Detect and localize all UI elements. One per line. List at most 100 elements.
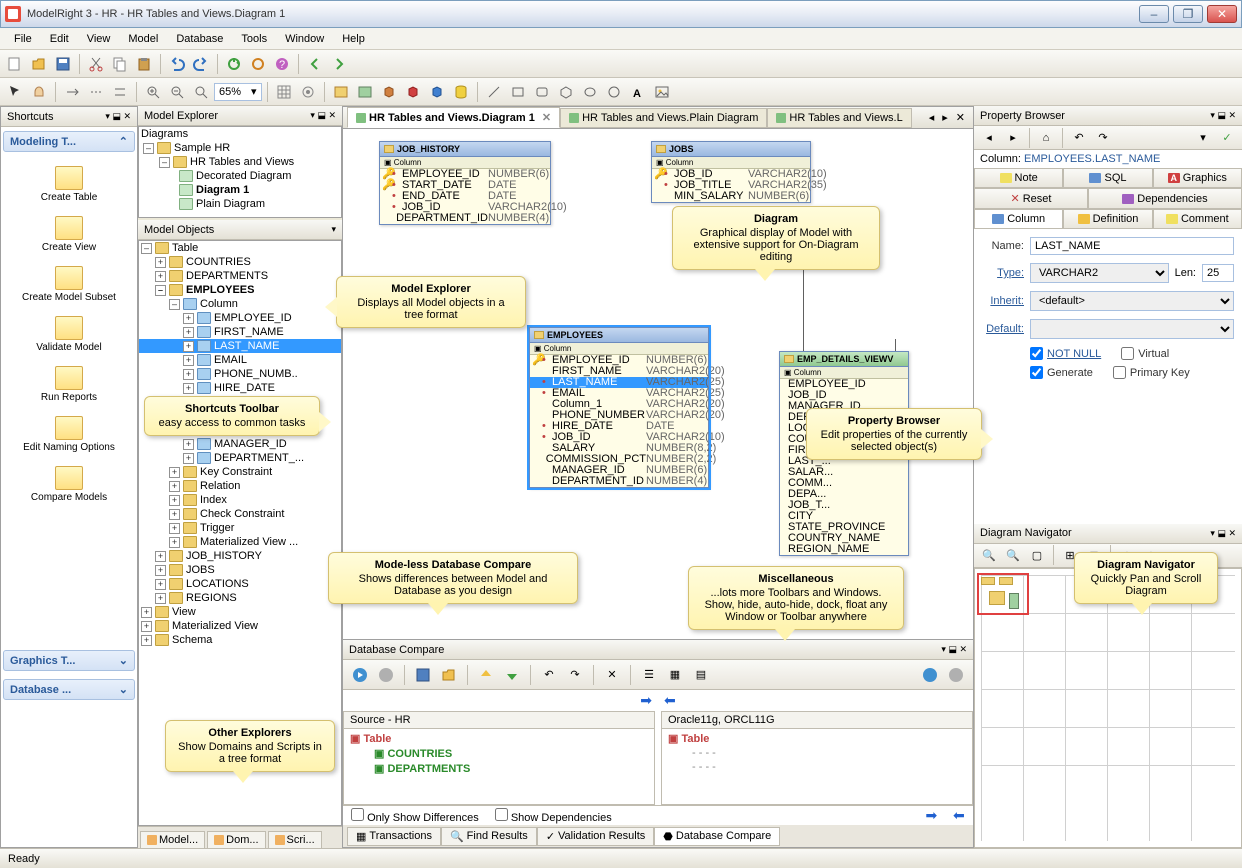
polygon-icon[interactable] [555, 81, 577, 103]
line-icon[interactable] [483, 81, 505, 103]
prop-back-icon[interactable]: ◂ [978, 127, 1000, 149]
shortcuts-group-modeling[interactable]: Modeling T...⌃ [3, 131, 135, 152]
len-field[interactable] [1202, 264, 1234, 282]
cube1-icon[interactable] [378, 81, 400, 103]
zoom-in-icon[interactable] [142, 81, 164, 103]
save-icon[interactable] [52, 53, 74, 75]
menu-database[interactable]: Database [168, 31, 231, 47]
ptab-column[interactable]: Column [974, 209, 1063, 229]
tab-find[interactable]: 🔍Find Results [441, 827, 537, 846]
nav-zoomout-icon[interactable]: 🔍 [1002, 544, 1024, 566]
tree-node[interactable]: +Index [139, 493, 341, 507]
nav-fit-icon[interactable]: ▢ [1026, 544, 1048, 566]
open-icon[interactable] [28, 53, 50, 75]
dbc-open-icon[interactable] [438, 664, 460, 686]
dbc-view3-icon[interactable]: ▤ [690, 664, 712, 686]
tree-node[interactable]: +LOCATIONS [139, 577, 341, 591]
prop-checkbox[interactable]: Virtual [1121, 347, 1169, 360]
nav-back-icon[interactable] [304, 53, 326, 75]
undo-icon[interactable] [166, 53, 188, 75]
navigator-header[interactable]: Diagram Navigator▾ ⬓ ✕ [974, 524, 1242, 544]
tree-node[interactable]: +Check Constraint [139, 507, 341, 521]
menu-view[interactable]: View [79, 31, 119, 47]
ptab-graphics[interactable]: AGraphics [1153, 168, 1242, 188]
tab-nav-right-icon[interactable]: ▸ [938, 111, 952, 124]
arrow-right-icon[interactable]: ➡ [926, 807, 938, 824]
default-select[interactable] [1030, 319, 1234, 339]
tree-node[interactable]: +JOBS [139, 563, 341, 577]
nav-fwd-icon[interactable] [328, 53, 350, 75]
show-deps-checkbox[interactable]: Show Dependencies [495, 808, 612, 824]
ptab-note[interactable]: Note [974, 168, 1063, 188]
copy-icon[interactable] [109, 53, 131, 75]
arrow-left-icon[interactable]: ➡ [664, 692, 676, 709]
dbc-stop-icon[interactable] [375, 664, 397, 686]
tree-node[interactable]: +Trigger [139, 521, 341, 535]
tree-node[interactable]: –Column [139, 297, 341, 311]
tree-node[interactable]: +Schema [139, 633, 341, 647]
tree-node[interactable]: +Key Constraint [139, 465, 341, 479]
shortcuts-header[interactable]: Shortcuts▾ ⬓ ✕ [1, 107, 137, 127]
view-tool-icon[interactable] [354, 81, 376, 103]
ptab-sql[interactable]: SQL [1063, 168, 1152, 188]
prop-checkbox[interactable]: Generate [1030, 366, 1093, 379]
navigator-canvas[interactable] [974, 568, 1242, 849]
tree-node[interactable]: +LAST_NAME [139, 339, 341, 353]
maximize-button[interactable]: ❐ [1173, 5, 1203, 23]
model-objects-header[interactable]: Model Objects▾ [138, 220, 342, 240]
prop-undo-icon[interactable]: ↶ [1068, 127, 1090, 149]
tree-diagram[interactable]: Plain Diagram [196, 198, 265, 210]
dbc-view1-icon[interactable]: ☰ [638, 664, 660, 686]
menu-help[interactable]: Help [334, 31, 373, 47]
doc-tab-active[interactable]: HR Tables and Views.Diagram 1✕ [347, 107, 560, 128]
minimize-button[interactable]: – [1139, 5, 1169, 23]
dbc-undo-icon[interactable]: ↶ [538, 664, 560, 686]
nav-zoomin-icon[interactable]: 🔍 [978, 544, 1000, 566]
dbc-delete-icon[interactable]: ✕ [601, 664, 623, 686]
refresh-icon[interactable] [223, 53, 245, 75]
tree-node[interactable]: +MANAGER_ID [139, 437, 341, 451]
tree-node[interactable]: +Materialized View [139, 619, 341, 633]
tab-close-icon[interactable]: ✕ [952, 111, 969, 124]
tab-nav-left-icon[interactable]: ◂ [925, 111, 939, 124]
diagrams-tree[interactable]: Diagrams –Sample HR –HR Tables and Views… [138, 126, 342, 218]
name-field[interactable] [1030, 237, 1234, 255]
shortcut-item[interactable]: Run Reports [3, 360, 135, 410]
rel1-icon[interactable] [61, 81, 83, 103]
tree-node[interactable]: +REGIONS [139, 591, 341, 605]
menu-model[interactable]: Model [120, 31, 166, 47]
tree-node[interactable]: +HIRE_DATE [139, 381, 341, 395]
tree-node[interactable]: +EMAIL [139, 353, 341, 367]
zoom-level[interactable]: 65%▾ [214, 83, 262, 101]
sync-icon[interactable] [247, 53, 269, 75]
cube3-icon[interactable] [426, 81, 448, 103]
property-browser-header[interactable]: Property Browser▾ ⬓ ✕ [974, 106, 1242, 126]
dbc-view2-icon[interactable]: ▦ [664, 664, 686, 686]
pointer-icon[interactable] [4, 81, 26, 103]
tab-transactions[interactable]: ▦Transactions [347, 827, 441, 846]
prop-dd-icon[interactable]: ▾ [1192, 127, 1214, 149]
shortcuts-group-database[interactable]: Database ...⌄ [3, 679, 135, 700]
model-explorer-header[interactable]: Model Explorer▾ ⬓ ✕ [138, 106, 342, 126]
tab-domain[interactable]: Dom... [207, 831, 265, 848]
shortcut-item[interactable]: Create Table [3, 160, 135, 210]
tree-diagram[interactable]: Decorated Diagram [196, 170, 291, 182]
dbc-save-icon[interactable] [412, 664, 434, 686]
hand-icon[interactable] [28, 81, 50, 103]
menu-file[interactable]: File [6, 31, 40, 47]
menu-tools[interactable]: Tools [233, 31, 275, 47]
tree-root[interactable]: Sample HR [174, 142, 230, 154]
doc-tab[interactable]: HR Tables and Views.L [767, 108, 911, 128]
entity-table[interactable]: JOB_HISTORY▣ Column🔑•EMPLOYEE_IDNUMBER(6… [379, 141, 551, 225]
shortcut-item[interactable]: Compare Models [3, 460, 135, 510]
tree-node[interactable]: +PHONE_NUMB.. [139, 367, 341, 381]
inherit-label[interactable]: Inherit: [982, 295, 1024, 307]
cut-icon[interactable] [85, 53, 107, 75]
type-select[interactable]: VARCHAR2 [1030, 263, 1169, 283]
shortcut-item[interactable]: Create Model Subset [3, 260, 135, 310]
shortcut-item[interactable]: Create View [3, 210, 135, 260]
arrow-right-icon[interactable]: ➡ [640, 692, 652, 709]
type-label[interactable]: Type: [982, 267, 1024, 279]
inherit-select[interactable]: <default> [1030, 291, 1234, 311]
prop-apply-icon[interactable]: ✓ [1216, 127, 1238, 149]
